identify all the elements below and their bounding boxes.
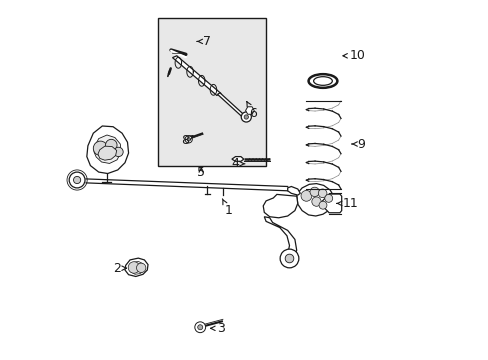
Circle shape xyxy=(93,141,107,156)
Polygon shape xyxy=(296,184,333,216)
Circle shape xyxy=(318,201,326,209)
Text: 4: 4 xyxy=(231,157,244,170)
Text: 8: 8 xyxy=(181,134,193,147)
Text: 5: 5 xyxy=(197,166,205,179)
Circle shape xyxy=(311,197,321,206)
Circle shape xyxy=(128,262,140,273)
Text: 3: 3 xyxy=(210,322,224,335)
Circle shape xyxy=(318,189,326,198)
Text: 2: 2 xyxy=(113,262,126,275)
Text: 10: 10 xyxy=(342,49,365,62)
Circle shape xyxy=(309,187,319,197)
Polygon shape xyxy=(125,258,148,276)
Polygon shape xyxy=(98,146,117,160)
Polygon shape xyxy=(263,194,297,218)
Polygon shape xyxy=(172,56,221,95)
Circle shape xyxy=(186,138,190,141)
Polygon shape xyxy=(217,93,244,117)
Text: 9: 9 xyxy=(351,138,365,150)
Circle shape xyxy=(301,190,311,201)
Polygon shape xyxy=(264,217,296,261)
Circle shape xyxy=(285,254,293,263)
Circle shape xyxy=(194,322,205,333)
Polygon shape xyxy=(129,261,144,274)
Circle shape xyxy=(197,325,203,330)
Text: 7: 7 xyxy=(197,35,210,48)
Circle shape xyxy=(105,139,117,151)
Polygon shape xyxy=(94,135,121,163)
Circle shape xyxy=(324,194,332,202)
Text: 1: 1 xyxy=(222,199,232,217)
Circle shape xyxy=(244,115,248,119)
Polygon shape xyxy=(320,194,341,213)
Polygon shape xyxy=(287,186,300,195)
Circle shape xyxy=(241,112,251,122)
Circle shape xyxy=(185,136,192,143)
Text: 11: 11 xyxy=(336,197,358,210)
Circle shape xyxy=(114,147,123,157)
Circle shape xyxy=(69,172,85,188)
Circle shape xyxy=(136,263,145,273)
Bar xyxy=(158,18,265,166)
Text: 6: 6 xyxy=(246,102,257,120)
Polygon shape xyxy=(87,126,128,174)
Polygon shape xyxy=(231,157,244,161)
Circle shape xyxy=(73,176,81,184)
Circle shape xyxy=(280,249,298,268)
